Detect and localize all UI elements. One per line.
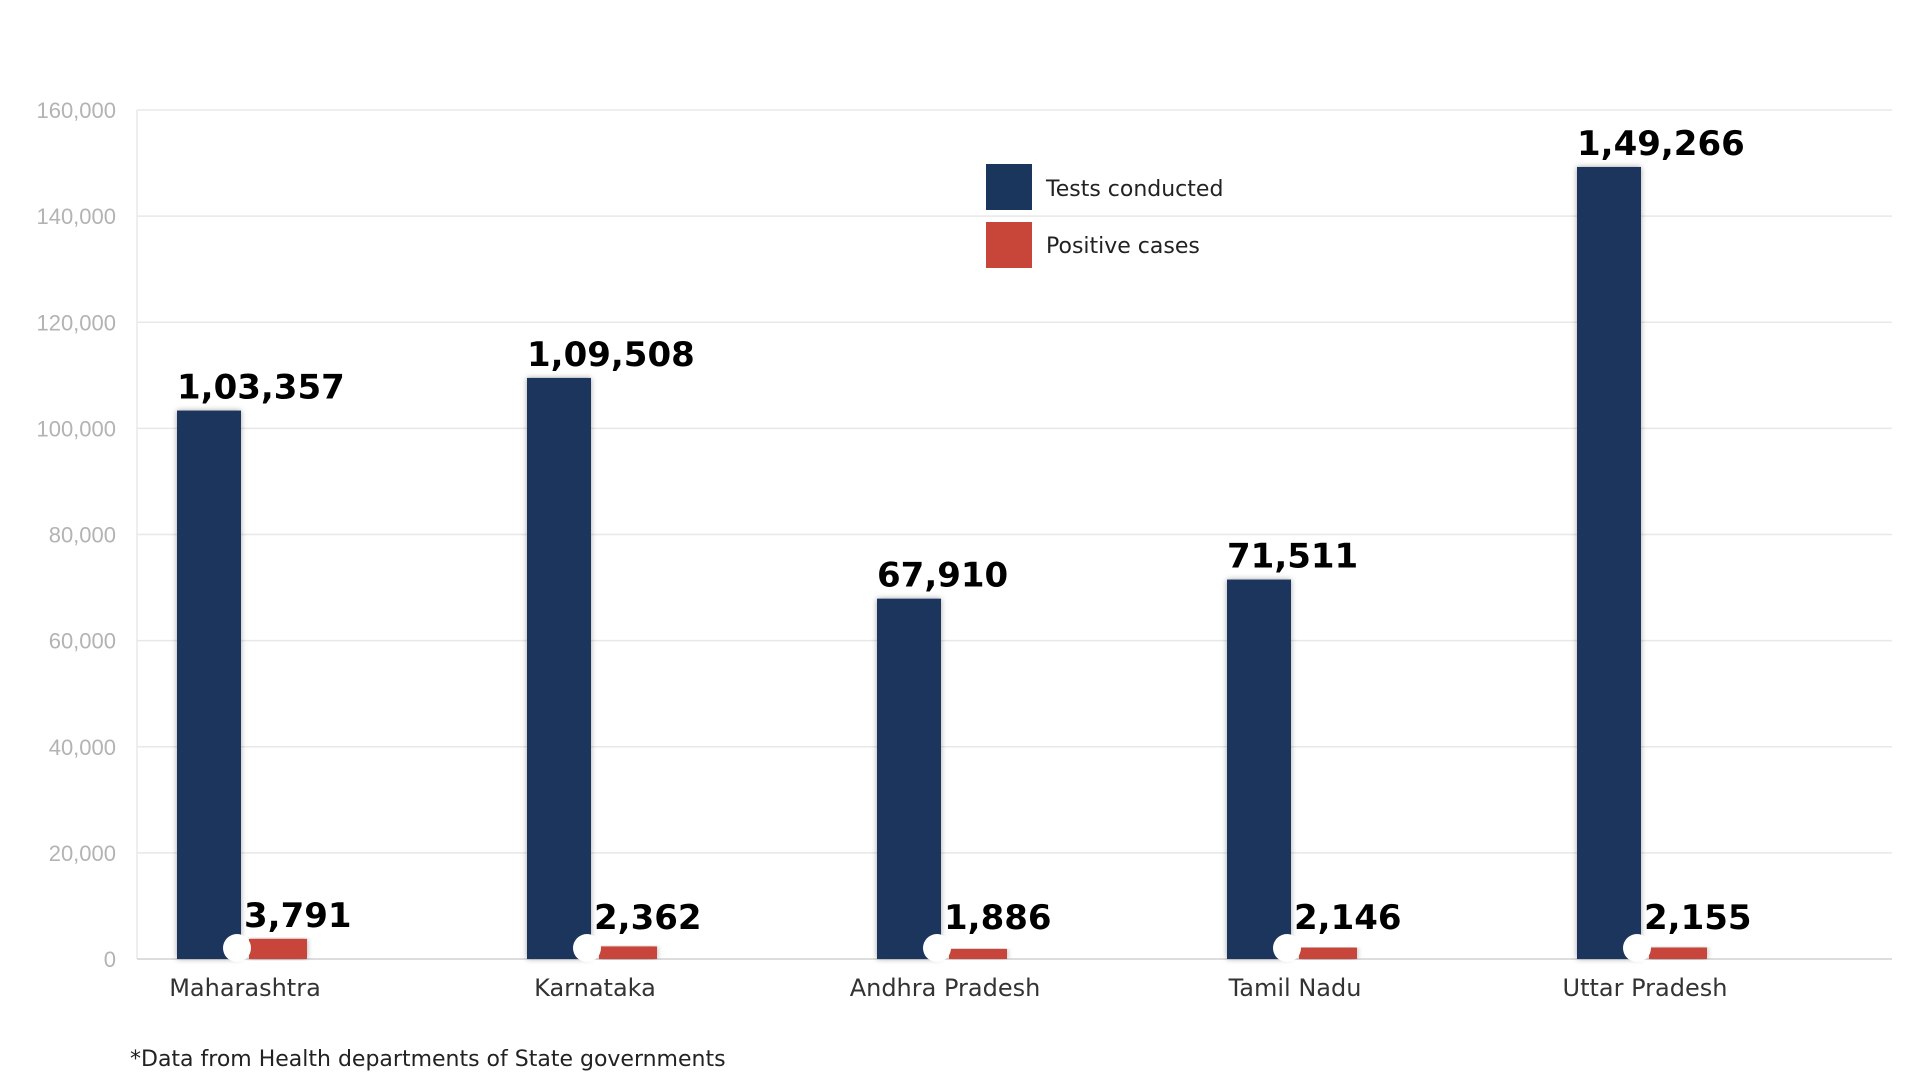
bar-marker — [223, 934, 251, 962]
bar-positive-cases — [1299, 947, 1357, 959]
bar-tests-conducted — [1577, 166, 1641, 960]
legend-swatch-positive — [986, 222, 1032, 268]
bar-marker — [573, 934, 601, 962]
legend-label-tests: Tests conducted — [1045, 177, 1223, 202]
y-tick-label: 80,000 — [49, 523, 116, 548]
data-label-positive: 1,886 — [944, 898, 1052, 938]
bar-positive-cases — [249, 938, 307, 959]
y-tick-label: 160,000 — [36, 98, 116, 123]
data-label-tests: 1,49,266 — [1577, 124, 1745, 164]
category-label: Tamil Nadu — [1228, 974, 1362, 1002]
bars — [177, 166, 1707, 962]
data-label-positive: 3,791 — [244, 896, 352, 936]
bar-marker — [923, 934, 951, 962]
data-label-tests: 71,511 — [1227, 537, 1358, 577]
y-tick-label: 20,000 — [49, 841, 116, 866]
legend-label-positive: Positive cases — [1046, 234, 1200, 259]
y-tick-label: 40,000 — [49, 735, 116, 760]
data-labels: 1,03,357 3,791 1,09,508 2,362 67,910 1,886 71,… — [177, 124, 1752, 938]
data-label-positive: 2,155 — [1644, 898, 1752, 938]
bar-tests-conducted — [527, 377, 591, 959]
x-axis-categories: Maharashtra Karnataka Andhra Pradesh Tamil … — [169, 974, 1727, 1002]
bar-positive-cases — [1649, 947, 1707, 959]
bar-positive-cases — [599, 946, 657, 959]
y-tick-label: 60,000 — [49, 629, 116, 654]
legend: Tests conducted Positive cases — [986, 164, 1223, 268]
bar-marker — [1273, 934, 1301, 962]
category-label: Maharashtra — [169, 974, 321, 1002]
data-label-tests: 1,03,357 — [177, 368, 345, 408]
data-label-positive: 2,362 — [594, 898, 702, 938]
y-tick-label: 120,000 — [36, 310, 116, 335]
y-tick-label: 100,000 — [36, 416, 116, 441]
category-label: Karnataka — [534, 974, 656, 1002]
bar-tests-conducted — [877, 598, 941, 959]
gridlines — [136, 109, 1892, 960]
data-label-tests: 67,910 — [877, 556, 1008, 596]
category-label: Andhra Pradesh — [850, 974, 1041, 1002]
bar-tests-conducted — [177, 410, 241, 960]
footnote: *Data from Health departments of State g… — [130, 1047, 726, 1072]
data-label-positive: 2,146 — [1294, 898, 1402, 938]
bar-marker — [1623, 934, 1651, 962]
bar-tests-conducted — [1227, 579, 1291, 959]
data-label-tests: 1,09,508 — [527, 335, 695, 375]
y-axis-ticks: 0 20,000 40,000 60,000 80,000 100,000 120,000 1… — [36, 98, 116, 972]
bar-positive-cases — [949, 948, 1007, 959]
y-tick-label: 0 — [104, 947, 116, 972]
legend-swatch-tests — [986, 164, 1032, 210]
category-label: Uttar Pradesh — [1563, 974, 1728, 1002]
y-tick-label: 140,000 — [36, 204, 116, 229]
